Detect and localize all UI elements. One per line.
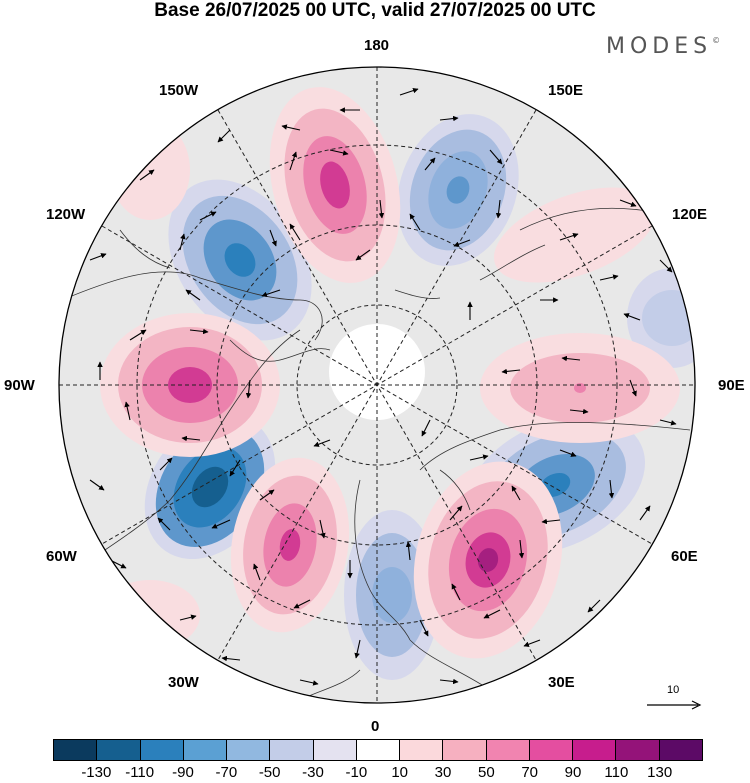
copyright-mark: ©	[712, 36, 721, 45]
longitude-label-90w: 90W	[4, 377, 35, 394]
longitude-label-150e: 150E	[548, 82, 584, 99]
colorbar-tick-label: -110	[125, 764, 155, 781]
colorbar-segment	[659, 740, 702, 760]
modes-brand-logo: MODES©	[606, 34, 720, 59]
lat-lon-grid	[59, 67, 695, 703]
anomaly-low-60e	[465, 415, 645, 555]
colorbar-tick-label: -90	[172, 764, 194, 781]
longitude-label-60w: 60W	[46, 548, 77, 565]
anomaly-high-165w-edge	[110, 120, 190, 220]
brand-text: MODES	[606, 34, 713, 59]
map-border	[58, 66, 696, 704]
longitude-label-120w: 120W	[46, 206, 86, 223]
colorbar-segment	[227, 740, 271, 760]
polar-cap	[329, 324, 425, 420]
longitude-label-90e: 90E	[718, 377, 745, 394]
longitude-label-120e: 120E	[672, 206, 708, 223]
coastlines	[61, 207, 695, 701]
colorbar-segment	[486, 740, 530, 760]
colorbar-tick-label: 70	[521, 764, 538, 781]
wind-vectors	[89, 87, 677, 686]
colorbar-segment	[616, 740, 660, 760]
longitude-label-150w: 150W	[159, 82, 199, 99]
colorbar-tick-label: 50	[477, 764, 495, 781]
longitude-label-30e: 30E	[548, 674, 575, 691]
anomaly-high-30e	[413, 461, 563, 659]
colorbar-tick-label: 90	[564, 764, 582, 781]
anomaly-low-120w	[168, 179, 312, 341]
colorbar-segment	[443, 740, 487, 760]
colorbar-segment	[140, 740, 184, 760]
colorbar-tick-label: 110	[604, 764, 629, 781]
colorbar-tick-label: -50	[258, 764, 281, 781]
colorbar-tick-label: -130	[81, 764, 112, 781]
longitude-label-30w: 30W	[168, 674, 199, 691]
colorbar-segment	[54, 740, 98, 760]
reference-vector-arrow-icon	[647, 700, 702, 710]
colorbar-segment	[313, 740, 357, 760]
colorbar-segment	[573, 740, 617, 760]
colorbar-segment	[400, 740, 444, 760]
colorbar-segment	[270, 740, 314, 760]
longitude-label-60e: 60E	[671, 548, 698, 565]
anomaly-high-90w	[100, 313, 280, 457]
colorbar-segment	[183, 740, 228, 760]
reference-vector-label: 10	[667, 684, 680, 696]
colorbar-tick-label: 130	[647, 764, 673, 781]
longitude-label-0: 0	[371, 718, 380, 735]
colorbar-tick-label: 30	[434, 764, 452, 781]
colorbar-segment	[356, 740, 401, 760]
map-title: Base 26/07/2025 00 UTC, valid 27/07/2025…	[154, 0, 596, 21]
colorbar-tick-label: 10	[391, 764, 408, 781]
colorbar-tick-label: -70	[215, 764, 238, 781]
colorbar	[53, 739, 703, 761]
anomaly-high-40w	[230, 457, 350, 633]
colorbar-ticks: -130 -110 -90 -70 -50 -30 -10 10 30 50 70 90 110 130	[0, 764, 750, 782]
anomaly-high-170w	[269, 87, 401, 283]
colorbar-segment	[97, 740, 141, 760]
colorbar-segment	[529, 740, 574, 760]
anomaly-high-45w-edge	[100, 580, 200, 650]
colorbar-tick-label: -10	[345, 764, 368, 781]
anomaly-high-90e	[480, 333, 680, 443]
longitude-label-180: 180	[364, 37, 390, 54]
colorbar-tick-label: -30	[302, 764, 324, 781]
